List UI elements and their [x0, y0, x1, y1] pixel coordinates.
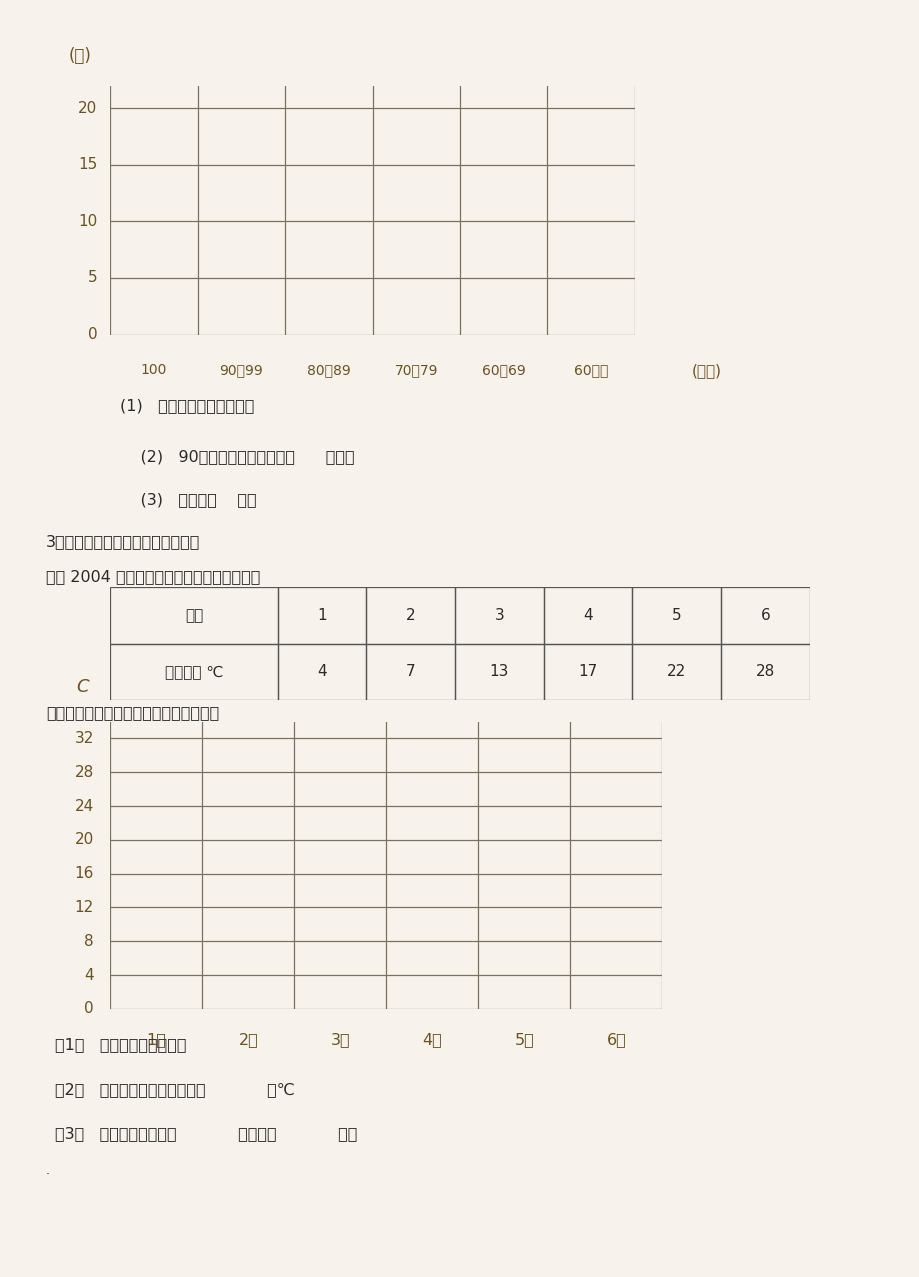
Bar — [455, 587, 543, 644]
Text: （2）   第一季度的平均气温是（            ）℃: （2） 第一季度的平均气温是（ ）℃ — [55, 1082, 295, 1097]
Text: 月份: 月份 — [185, 608, 203, 623]
Text: 70～79: 70～79 — [394, 363, 437, 377]
Text: 1月: 1月 — [146, 1033, 166, 1047]
Bar — [110, 644, 278, 700]
Text: （1）   哪月气温上升最快？: （1） 哪月气温上升最快？ — [55, 1037, 187, 1052]
Text: 平均气温 ℃: 平均气温 ℃ — [165, 664, 223, 679]
Bar — [631, 644, 720, 700]
Text: (人): (人) — [68, 47, 91, 65]
Text: 0: 0 — [87, 327, 97, 342]
Bar — [543, 644, 631, 700]
Text: 28: 28 — [754, 664, 774, 679]
Bar — [278, 644, 366, 700]
Bar — [543, 587, 631, 644]
Text: ·: · — [46, 1168, 50, 1181]
Text: 7: 7 — [405, 664, 415, 679]
Text: 6月: 6月 — [606, 1033, 626, 1047]
Text: 90～99: 90～99 — [220, 363, 263, 377]
Text: 16: 16 — [74, 866, 94, 881]
Text: 6: 6 — [760, 608, 769, 623]
Bar — [366, 644, 455, 700]
Text: 60～69: 60～69 — [482, 363, 525, 377]
Text: 3: 3 — [494, 608, 504, 623]
Text: C: C — [76, 678, 89, 696]
Text: (3)   全班有（    ）人: (3) 全班有（ ）人 — [119, 492, 256, 507]
Text: 根据上表中的数据，制成适当的统计图。: 根据上表中的数据，制成适当的统计图。 — [46, 705, 219, 720]
Text: 5: 5 — [671, 608, 681, 623]
Text: 3月: 3月 — [330, 1033, 350, 1047]
Bar — [278, 587, 366, 644]
Text: 22: 22 — [666, 664, 686, 679]
Bar — [455, 644, 543, 700]
Text: 1: 1 — [317, 608, 326, 623]
Text: 5月: 5月 — [514, 1033, 534, 1047]
Text: 3．（开放题）根据数据完成统计。: 3．（开放题）根据数据完成统计。 — [46, 534, 200, 549]
Text: （3）   温差比较小的是（            ）月到（            ）月: （3） 温差比较小的是（ ）月到（ ）月 — [55, 1126, 357, 1142]
Text: (2)   90以上为优秀，优秀有（      ）人。: (2) 90以上为优秀，优秀有（ ）人。 — [119, 450, 354, 465]
Text: 5: 5 — [87, 271, 97, 286]
Bar — [110, 587, 278, 644]
Bar — [720, 587, 809, 644]
Text: 4: 4 — [85, 968, 94, 982]
Text: 2月: 2月 — [238, 1033, 258, 1047]
Text: 8: 8 — [85, 933, 94, 949]
Text: 0: 0 — [85, 1001, 94, 1016]
Text: 2: 2 — [405, 608, 415, 623]
Text: 17: 17 — [578, 664, 597, 679]
Text: 12: 12 — [74, 900, 94, 914]
Text: 10: 10 — [78, 213, 97, 229]
Text: 32: 32 — [74, 730, 94, 746]
Text: 24: 24 — [74, 798, 94, 813]
Text: 20: 20 — [74, 833, 94, 848]
Text: 4月: 4月 — [422, 1033, 442, 1047]
Text: 28: 28 — [74, 765, 94, 780]
Text: 100: 100 — [141, 363, 167, 377]
Text: 80～89: 80～89 — [307, 363, 350, 377]
Text: 15: 15 — [78, 157, 97, 172]
Bar — [720, 644, 809, 700]
Text: 13: 13 — [489, 664, 508, 679]
Bar — [631, 587, 720, 644]
Text: 4: 4 — [583, 608, 592, 623]
Text: 60以下: 60以下 — [573, 363, 607, 377]
Bar — [366, 587, 455, 644]
Text: 某地 2004 年上半年每月的平均气温如下表：: 某地 2004 年上半年每月的平均气温如下表： — [46, 570, 260, 585]
Text: (1)   哪个分数段人数最多？: (1) 哪个分数段人数最多？ — [119, 398, 254, 414]
Text: (分数): (分数) — [691, 363, 720, 378]
Text: 4: 4 — [317, 664, 326, 679]
Text: 20: 20 — [78, 101, 97, 116]
